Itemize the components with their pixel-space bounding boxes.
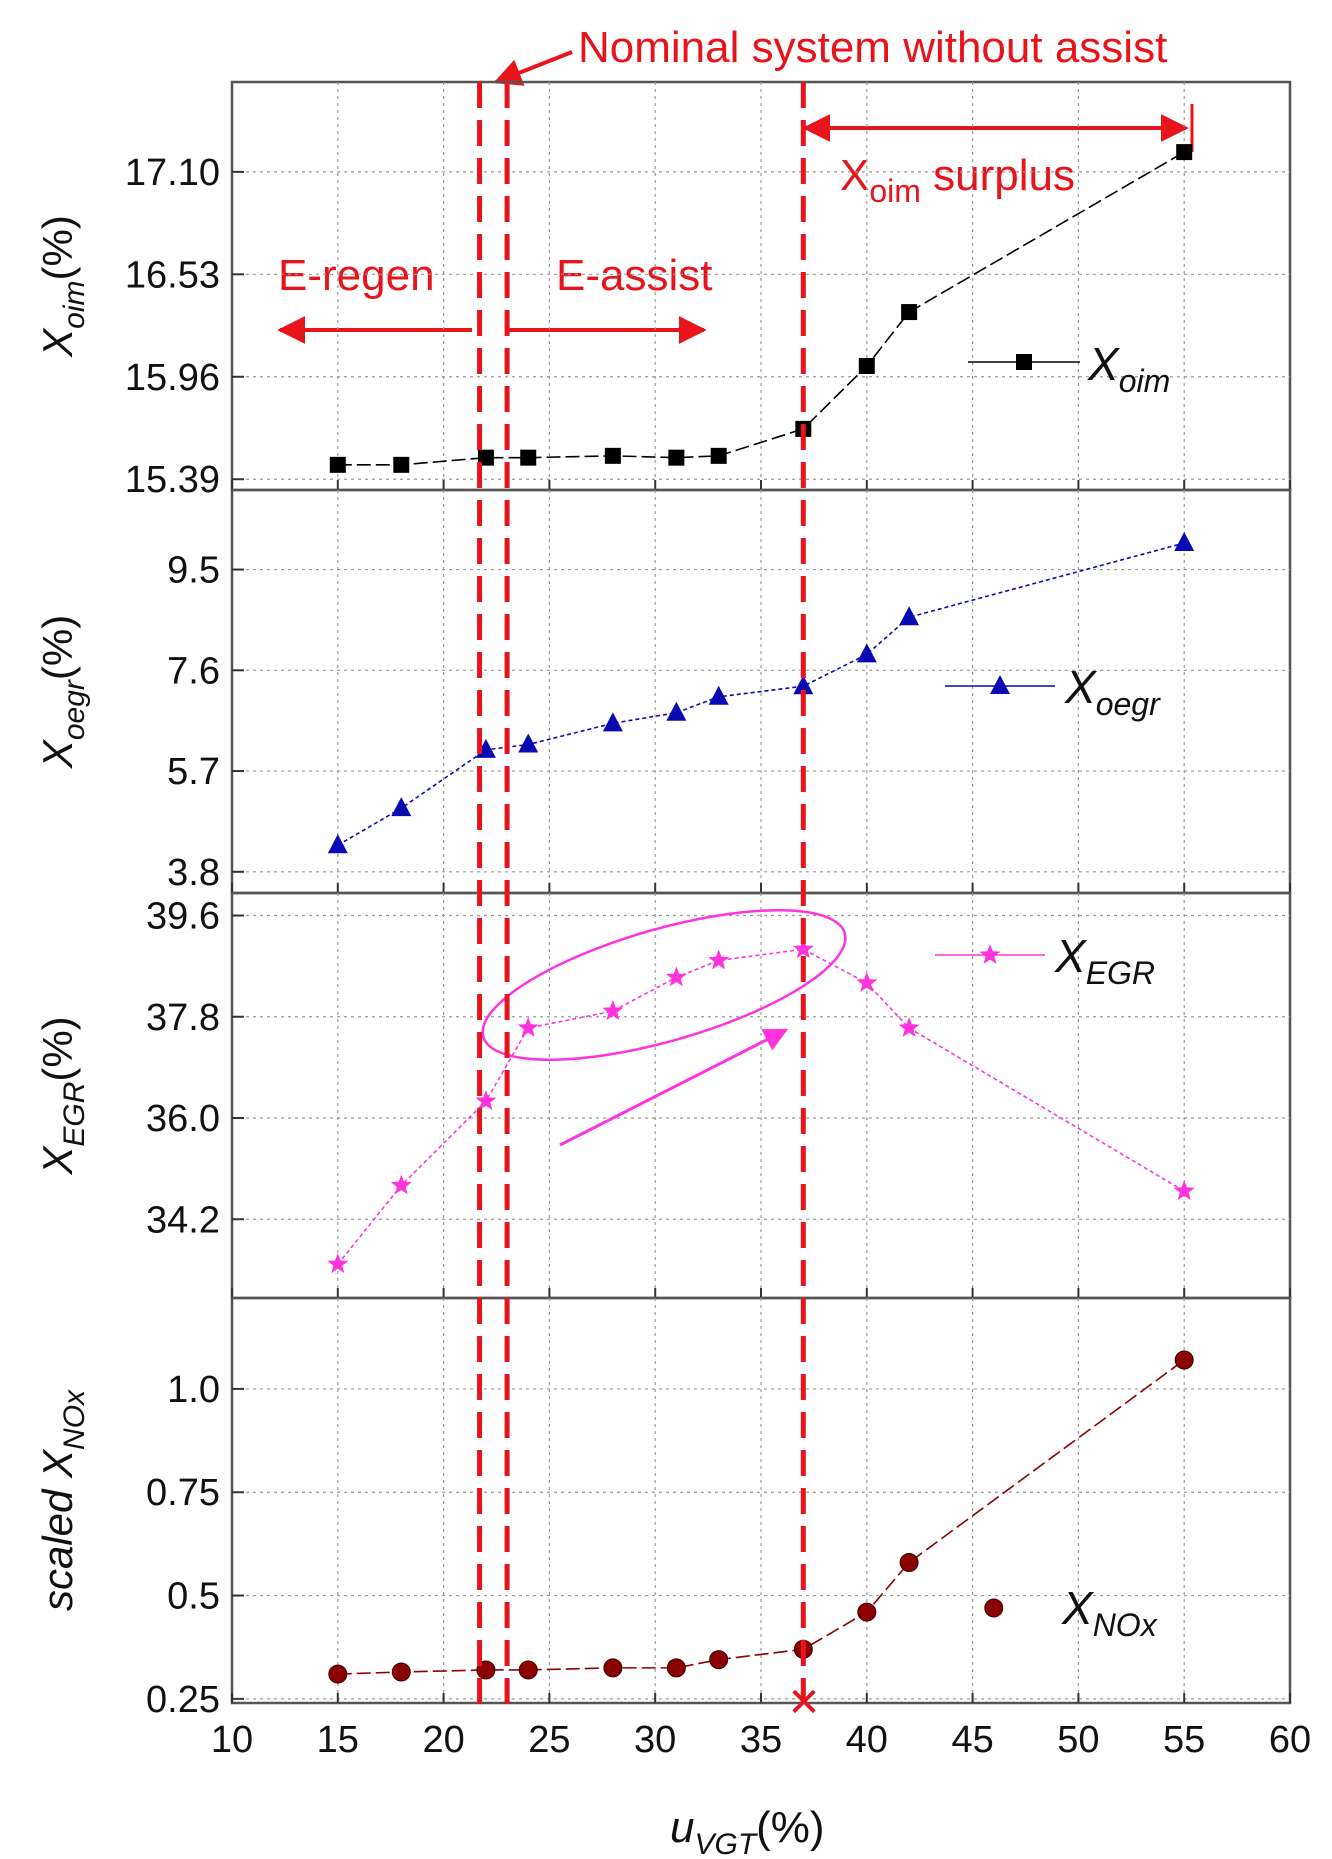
y-tick-label-nox: 1.0: [167, 1369, 220, 1411]
data-point-nox: [666, 1658, 686, 1678]
data-point-oegr: [602, 712, 623, 732]
y-tick-label-oim: 17.10: [125, 152, 220, 194]
nominal-annotation: Nominal system without assist: [578, 23, 1167, 72]
x-marker-at-37: ✕: [787, 1681, 821, 1725]
y-tick-label-nox: 0.5: [167, 1576, 220, 1618]
egr-highlight-ellipse: [481, 909, 847, 1061]
legend-label-oim: Xoim: [1087, 338, 1170, 399]
x-tick-label: 10: [211, 1719, 253, 1761]
egr-trend-arrow: [559, 1028, 789, 1147]
data-point-oim: [604, 447, 621, 464]
data-point-oegr: [391, 797, 412, 817]
y-tick-label-egr: 39.6: [146, 896, 220, 938]
y-tick-label-oegr: 5.7: [167, 751, 220, 793]
y-tick-label-oegr: 7.6: [167, 650, 220, 692]
data-point-oegr: [666, 701, 687, 721]
y-axis-label-nox: scaled XNOx: [34, 1389, 91, 1611]
data-point-oegr: [1174, 532, 1195, 552]
x-tick-label: 55: [1163, 1719, 1205, 1761]
x-tick-label: 35: [740, 1719, 782, 1761]
series-line-oegr: [337, 542, 1185, 846]
data-point-oegr: [327, 834, 348, 854]
x-tick-label: 45: [951, 1719, 993, 1761]
data-point-oim: [329, 456, 346, 473]
x-tick-label: 40: [846, 1719, 888, 1761]
data-point-egr: [602, 1000, 624, 1020]
y-tick-label-egr: 34.2: [146, 1199, 220, 1241]
data-point-egr: [665, 966, 687, 987]
data-point-nox: [328, 1664, 348, 1684]
y-tick-label-oim: 15.39: [125, 459, 220, 501]
x-axis-label: uVGT(%): [670, 1803, 825, 1859]
y-axis-label-egr: XEGR(%): [34, 1016, 91, 1175]
data-point-nox: [709, 1650, 729, 1670]
x-tick-label: 60: [1269, 1719, 1311, 1761]
data-point-nox: [857, 1602, 877, 1622]
data-point-oegr: [793, 675, 814, 695]
data-point-oim: [393, 456, 410, 473]
data-point-nox: [391, 1662, 411, 1682]
y-axis-label-oegr: Xoegr(%): [34, 615, 91, 769]
legend-marker-egr: [979, 944, 1001, 964]
series-line-oim: [337, 151, 1185, 466]
y-tick-label-egr: 37.8: [146, 997, 220, 1039]
e-assist-label: E-assist: [556, 251, 712, 300]
x-tick-label: 15: [317, 1719, 359, 1761]
data-point-egr: [1173, 1180, 1195, 1200]
data-point-oegr: [856, 643, 877, 663]
data-point-egr: [517, 1017, 539, 1037]
y-tick-label-nox: 0.75: [146, 1472, 220, 1514]
data-point-egr: [856, 972, 878, 992]
data-point-oim: [1176, 144, 1193, 161]
panel-oim: 15.39 15.96 16.53 17.10 Xoim(%) Xoim: [34, 80, 1292, 501]
data-point-oegr: [518, 733, 539, 753]
y-tick-label-oegr: 9.5: [167, 550, 220, 592]
legend-label-oegr: Xoegr: [1064, 661, 1161, 722]
data-point-egr: [708, 949, 730, 970]
data-point-nox: [899, 1552, 919, 1572]
panel-oegr: 3.8 5.7 7.6 9.5 Xoegr(%) Xoegr: [34, 488, 1292, 895]
data-point-egr: [792, 938, 814, 959]
data-point-egr: [898, 1017, 920, 1037]
data-point-nox: [518, 1660, 538, 1680]
legend-marker-oim: [1016, 354, 1032, 370]
data-point-egr: [327, 1253, 349, 1274]
e-regen-label: E-regen: [278, 251, 435, 300]
panel-egr: 34.2 36.0 37.8 39.6 XEGR(%) XEGR: [34, 891, 1292, 1300]
data-point-nox: [603, 1658, 623, 1678]
series-line-nox: [337, 1359, 1185, 1675]
data-point-egr: [390, 1174, 412, 1195]
oim-surplus-label: Xoim surplus: [840, 151, 1075, 209]
y-tick-label-oim: 16.53: [125, 254, 220, 296]
y-axis-label-oim: Xoim(%): [34, 215, 91, 358]
y-tick-label-nox: 0.25: [146, 1679, 220, 1721]
panel-nox: 0.25 0.5 0.75 1.0 scaled XNOx XNOx: [34, 1296, 1292, 1721]
data-point-oegr: [708, 685, 729, 705]
data-point-nox: [1174, 1350, 1194, 1370]
x-tick-label: 30: [634, 1719, 676, 1761]
x-tick-label: 50: [1057, 1719, 1099, 1761]
data-point-oim: [520, 449, 537, 466]
data-point-oim: [710, 447, 727, 464]
y-tick-label-egr: 36.0: [146, 1098, 220, 1140]
data-point-oim: [901, 304, 918, 321]
x-tick-label: 25: [528, 1719, 570, 1761]
data-point-egr: [475, 1090, 497, 1110]
data-point-nox-extra: [984, 1598, 1004, 1618]
data-point-oim: [477, 449, 494, 466]
legend-marker-oegr: [990, 675, 1010, 694]
y-tick-label-oegr: 3.8: [167, 852, 220, 894]
legend-label-nox: XNOx: [1061, 1582, 1158, 1643]
data-point-oegr: [899, 606, 920, 626]
y-tick-label-oim: 15.96: [125, 357, 220, 399]
legend-label-egr: XEGR: [1054, 930, 1155, 991]
data-point-oim: [668, 449, 685, 466]
nominal-pointer-arrow: [493, 50, 573, 86]
data-point-oim: [858, 357, 875, 374]
x-tick-label: 20: [422, 1719, 464, 1761]
